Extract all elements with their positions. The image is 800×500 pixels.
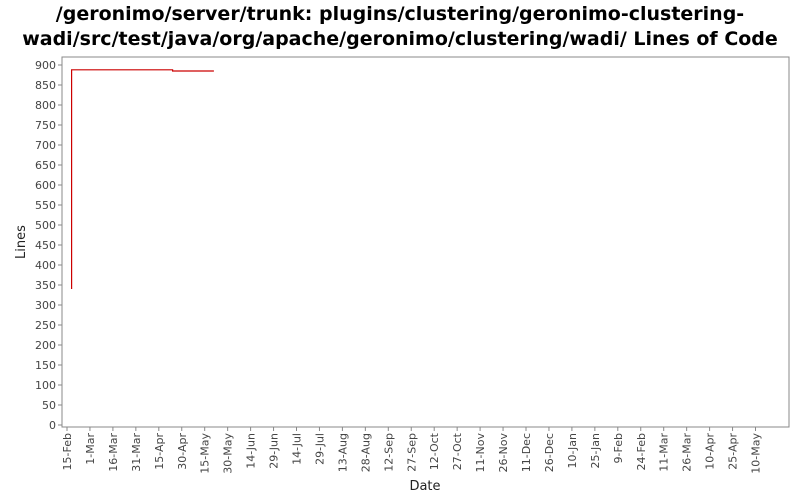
x-tick-label: 15-Feb bbox=[61, 433, 74, 470]
x-tick-label: 1-Mar bbox=[84, 433, 97, 465]
x-tick-label: 14-Jul bbox=[291, 433, 304, 465]
y-tick-label: 100 bbox=[35, 379, 56, 392]
plot-area bbox=[61, 56, 790, 428]
x-tick-label: 11-Dec bbox=[520, 433, 533, 472]
y-tick-label: 450 bbox=[35, 239, 56, 252]
y-axis-label: Lines bbox=[14, 225, 29, 259]
y-tick-label: 0 bbox=[49, 419, 56, 432]
y-axis: 0 50 100 150 200 250 300 350 400 450 500 550 600 650 7… bbox=[35, 59, 62, 432]
series-layer bbox=[71, 69, 214, 289]
y-tick-label: 700 bbox=[35, 139, 56, 152]
x-tick-label: 29-Jul bbox=[313, 433, 326, 465]
x-tick-label: 10-May bbox=[750, 433, 763, 474]
x-tick-label: 27-Oct bbox=[451, 432, 464, 470]
y-tick-label: 400 bbox=[35, 259, 56, 272]
x-tick-label: 26-Mar bbox=[681, 433, 694, 472]
x-tick-label: 10-Apr bbox=[704, 433, 717, 470]
x-tick-label: 15-Apr bbox=[153, 433, 166, 470]
chart-title-line-2: wadi/src/test/java/org/apache/geronimo/c… bbox=[22, 28, 778, 50]
x-tick-label: 14-Jun bbox=[245, 433, 258, 469]
y-tick-label: 850 bbox=[35, 79, 56, 92]
y-tick-label: 800 bbox=[35, 99, 56, 112]
x-tick-label: 16-Mar bbox=[107, 433, 120, 472]
x-axis: 15-Feb 1-Mar 16-Mar 31-Mar 15-Apr 30-Apr 15-Ma… bbox=[61, 427, 763, 474]
y-tick-label: 250 bbox=[35, 319, 56, 332]
chart-title-line-1: /geronimo/server/trunk: plugins/clusteri… bbox=[55, 3, 745, 25]
x-tick-label: 25-Jan bbox=[589, 433, 602, 469]
y-tick-label: 50 bbox=[42, 399, 56, 412]
y-tick-label: 600 bbox=[35, 179, 56, 192]
x-tick-label: 9-Feb bbox=[612, 433, 625, 463]
x-tick-label: 28-Aug bbox=[359, 433, 372, 472]
x-tick-label: 31-Mar bbox=[130, 433, 143, 472]
y-tick-label: 750 bbox=[35, 119, 56, 132]
x-tick-label: 10-Jan bbox=[566, 433, 579, 469]
x-tick-label: 26-Nov bbox=[497, 433, 510, 473]
x-tick-label: 30-May bbox=[222, 433, 235, 474]
y-tick-label: 350 bbox=[35, 279, 56, 292]
x-tick-label: 12-Sep bbox=[382, 433, 395, 472]
x-tick-label: 30-Apr bbox=[176, 433, 189, 470]
x-tick-label: 29-Jun bbox=[268, 433, 281, 469]
y-tick-label: 200 bbox=[35, 339, 56, 352]
x-tick-label: 13-Aug bbox=[336, 433, 349, 472]
x-tick-label: 24-Feb bbox=[635, 433, 648, 470]
y-tick-label: 150 bbox=[35, 359, 56, 372]
x-tick-label: 11-Nov bbox=[474, 433, 487, 473]
y-tick-label: 550 bbox=[35, 199, 56, 212]
x-tick-label: 25-Apr bbox=[727, 433, 740, 470]
chart-title: /geronimo/server/trunk: plugins/clusteri… bbox=[0, 2, 800, 52]
y-tick-label: 500 bbox=[35, 219, 56, 232]
x-axis-label: Date bbox=[409, 479, 440, 494]
y-tick-label: 650 bbox=[35, 159, 56, 172]
x-tick-label: 11-Mar bbox=[658, 433, 671, 472]
x-tick-label: 27-Sep bbox=[405, 433, 418, 472]
x-tick-label: 15-May bbox=[199, 433, 212, 474]
y-tick-label: 900 bbox=[35, 59, 56, 72]
series-line bbox=[71, 69, 214, 289]
x-tick-label: 26-Dec bbox=[543, 433, 556, 472]
y-tick-label: 300 bbox=[35, 299, 56, 312]
x-tick-label: 12-Oct bbox=[428, 432, 441, 470]
